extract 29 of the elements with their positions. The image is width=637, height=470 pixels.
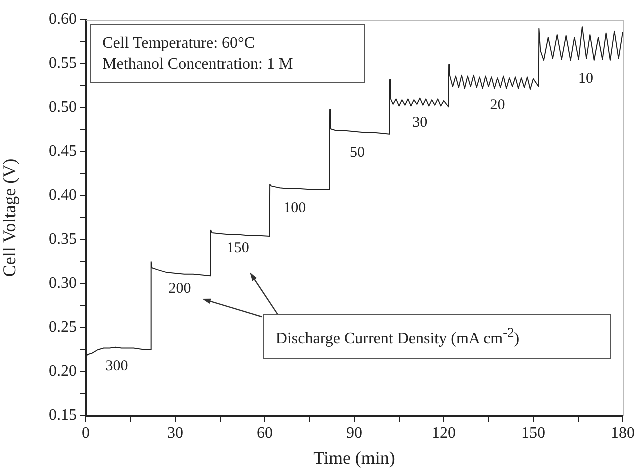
- annotation: 150: [226, 240, 250, 257]
- text-box: Cell Temperature: 60°C Methanol Concentration: 1 M: [90, 24, 365, 83]
- x-tick-label: 30: [168, 424, 184, 442]
- x-tick-label: 120: [432, 424, 456, 442]
- annotation: 20: [490, 97, 506, 114]
- x-tick-label: 90: [346, 424, 362, 442]
- y-axis-title: Cell Voltage (V): [0, 158, 20, 278]
- annotation: 10: [578, 70, 594, 87]
- x-tick-label: 150: [522, 424, 546, 442]
- y-tick-label: 0.55: [49, 55, 77, 72]
- y-tick-label: 0.25: [49, 319, 77, 336]
- x-axis-title: Time (min): [314, 448, 396, 468]
- x-tick-label: 180: [611, 424, 635, 442]
- y-tick-label: 0.30: [49, 275, 77, 292]
- y-tick-label: 0.40: [49, 187, 77, 204]
- y-tick-label: 0.45: [49, 143, 77, 160]
- annotation: 30: [412, 114, 428, 131]
- annotation: 300: [106, 358, 128, 375]
- x-tick-label: 60: [257, 424, 273, 442]
- y-tick-label: 0.50: [49, 99, 77, 116]
- y-tick-label: 0.60: [49, 11, 77, 28]
- annotation: 100: [284, 200, 306, 216]
- y-tick-label: 0.35: [49, 231, 77, 248]
- annotation: 200: [168, 281, 192, 298]
- y-tick-label: 0.15: [49, 407, 77, 424]
- text-box: Discharge Current Density (mA cm$^{-2}$): [262, 314, 611, 359]
- annotation: 50: [350, 144, 365, 161]
- x-tick-label: 0: [82, 424, 90, 442]
- y-tick-label: 0.20: [49, 363, 77, 380]
